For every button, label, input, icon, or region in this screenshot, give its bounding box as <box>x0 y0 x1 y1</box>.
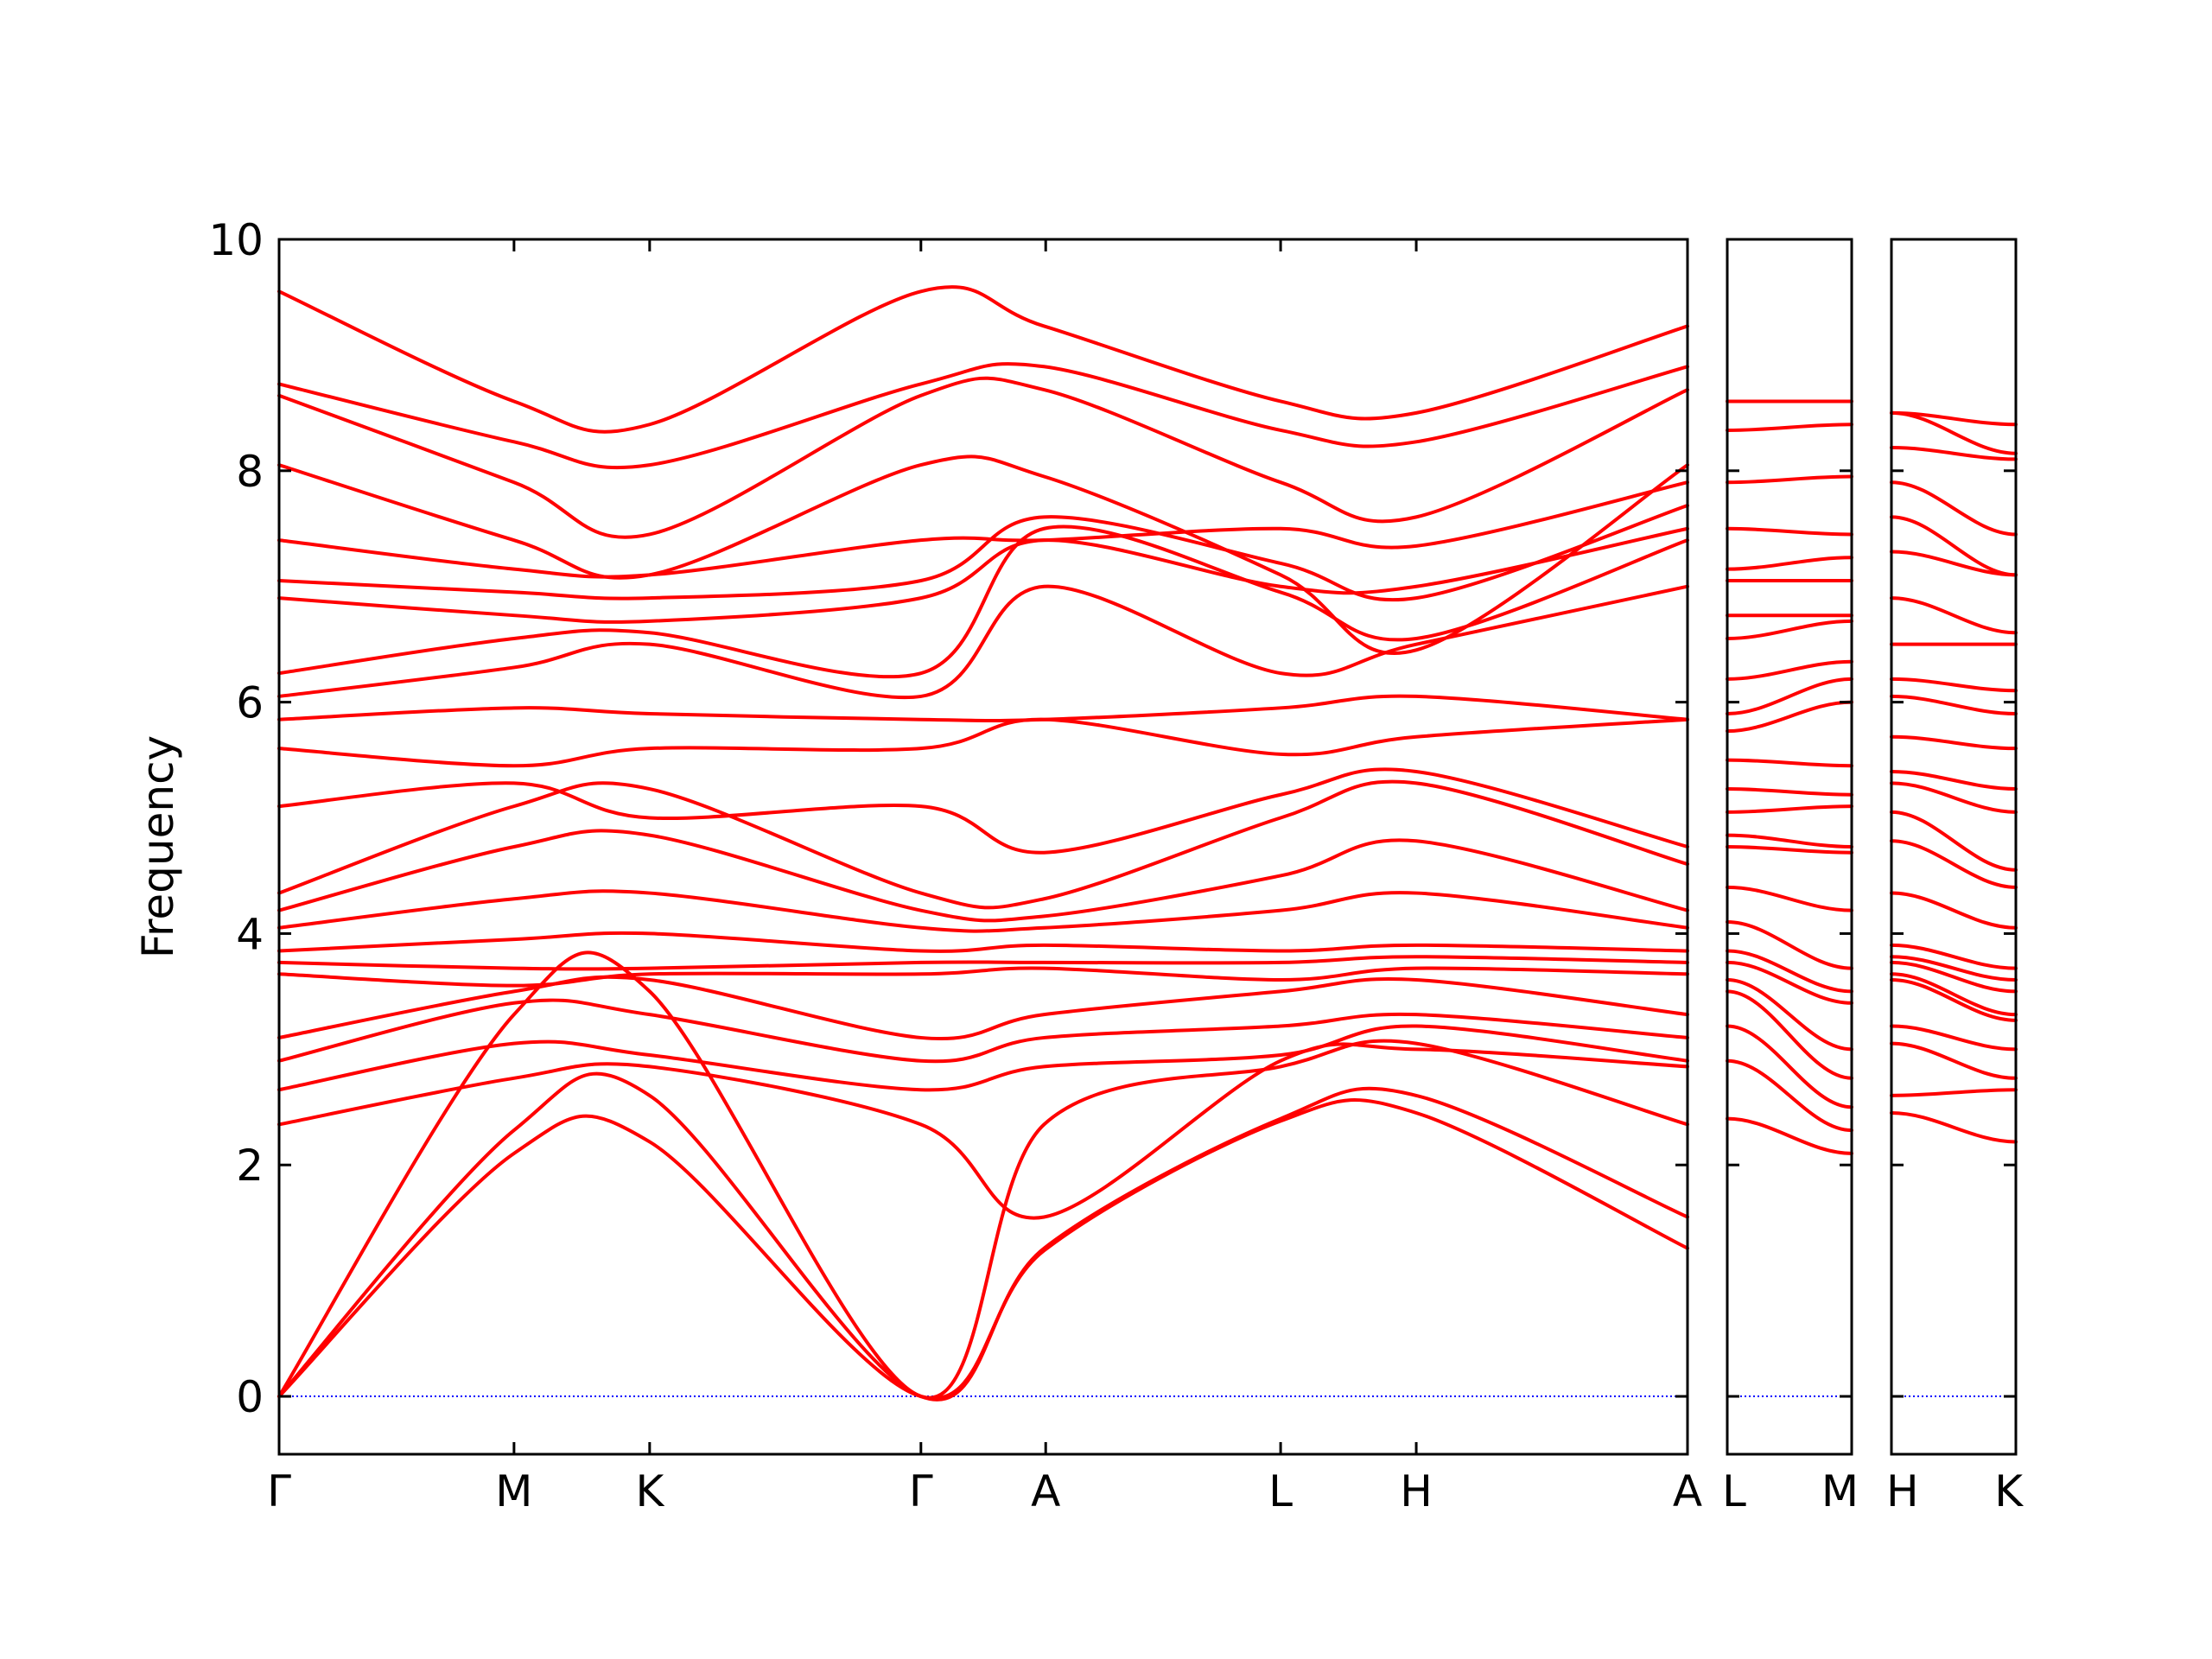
x-tick-label: L <box>1268 1466 1293 1516</box>
band-line <box>277 955 1689 971</box>
band-line <box>277 829 1689 923</box>
band-line <box>1890 446 2018 461</box>
band-line <box>1890 1041 2018 1080</box>
y-tick-label: 0 <box>236 1372 264 1422</box>
band-line <box>1890 515 2018 577</box>
band-line <box>1726 885 1853 912</box>
band-line <box>1890 1110 2018 1144</box>
band-line <box>1890 943 2018 970</box>
band-line <box>1726 1058 1853 1133</box>
band-line <box>1890 810 2018 872</box>
band-line <box>1890 839 2018 889</box>
x-tick-label: K <box>635 1466 664 1516</box>
x-tick-label: H <box>1400 1466 1433 1516</box>
band-line <box>277 285 1689 434</box>
band-line <box>277 524 1689 679</box>
band-line <box>1890 734 2018 751</box>
band-line <box>1890 972 2018 1017</box>
x-tick-label: H <box>1886 1466 1919 1516</box>
band-line <box>277 889 1689 933</box>
panel-frame <box>1726 238 1853 1456</box>
y-tick-label: 6 <box>236 678 264 728</box>
band-line <box>1890 410 2018 427</box>
band-line <box>277 376 1689 539</box>
x-tick-label: K <box>1994 1466 2024 1516</box>
band-line <box>1726 619 1853 640</box>
band-line <box>277 584 1689 700</box>
band-line <box>1726 960 1853 1005</box>
band-line <box>1726 804 1853 814</box>
band-line <box>1726 659 1853 681</box>
band-line <box>1890 960 2018 994</box>
x-tick-label: A <box>1031 1466 1060 1516</box>
band-line <box>1726 920 1853 970</box>
band-line <box>277 975 1689 1041</box>
band-line <box>277 362 1689 470</box>
band-line <box>1726 1024 1853 1109</box>
band-line <box>1726 977 1853 1052</box>
x-tick-label: L <box>1722 1466 1746 1516</box>
y-tick-label: 2 <box>236 1141 264 1191</box>
band-line <box>277 931 1689 953</box>
band-line <box>1726 474 1853 485</box>
band-line <box>277 694 1689 722</box>
band-line <box>1726 989 1853 1080</box>
band-line <box>1726 758 1853 768</box>
band-line <box>1890 677 2018 693</box>
band-line <box>277 480 1689 579</box>
x-tick-label: Γ <box>267 1466 291 1516</box>
y-tick-label: 8 <box>236 447 264 497</box>
band-line <box>1890 769 2018 791</box>
x-tick-label: M <box>495 1466 532 1516</box>
band-line <box>1726 677 1853 716</box>
band-line <box>277 1071 1689 1402</box>
band-line <box>277 966 1689 988</box>
band-line <box>1726 845 1853 855</box>
y-axis-label: Frequency <box>133 735 183 958</box>
band-line <box>1890 1024 2018 1052</box>
band-line <box>277 1042 1689 1220</box>
band-line <box>1890 955 2018 982</box>
band-line <box>1726 526 1853 537</box>
x-tick-label: M <box>1821 1466 1859 1516</box>
band-line <box>1890 694 2018 716</box>
x-tick-label: A <box>1673 1466 1702 1516</box>
band-line <box>277 526 1689 624</box>
band-line <box>1890 1088 2018 1097</box>
band-line <box>1726 423 1853 432</box>
y-tick-label: 10 <box>208 215 264 265</box>
band-line <box>1726 1116 1853 1155</box>
band-line <box>1890 596 2018 635</box>
band-line <box>277 779 1689 910</box>
panel-frame <box>1890 238 2018 1456</box>
band-line <box>1890 480 2018 537</box>
band-line <box>277 767 1689 855</box>
band-line <box>1726 700 1853 734</box>
panel-frame <box>277 238 1689 1456</box>
band-line <box>1726 949 1853 994</box>
band-line <box>277 454 1689 656</box>
band-line <box>1726 556 1853 571</box>
band-line <box>1726 787 1853 797</box>
x-tick-label: Γ <box>909 1466 933 1516</box>
band-line <box>1890 891 2018 930</box>
band-line <box>277 998 1689 1064</box>
band-line <box>277 1024 1689 1092</box>
band-line <box>277 717 1689 768</box>
band-line <box>1726 833 1853 849</box>
band-line <box>277 950 1689 1400</box>
y-tick-label: 4 <box>236 909 264 959</box>
band-line <box>1890 977 2018 1022</box>
band-line <box>1890 781 2018 814</box>
